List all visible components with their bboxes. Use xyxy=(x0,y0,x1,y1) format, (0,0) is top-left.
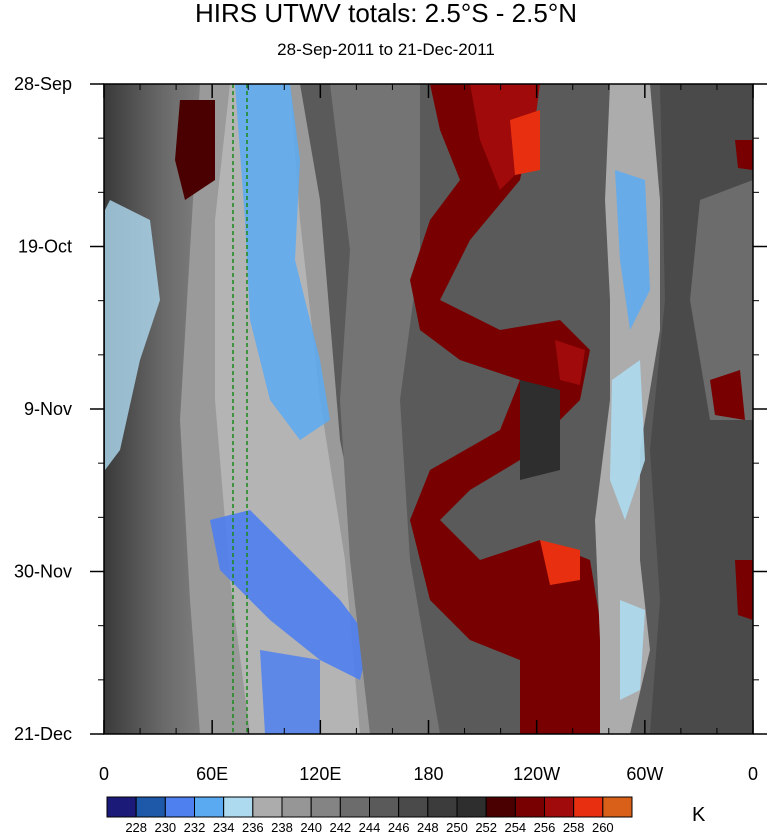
y-tick-label: 21-Dec xyxy=(14,724,72,744)
x-tick-label: 0 xyxy=(99,764,109,784)
colorbar-box xyxy=(485,796,516,818)
colorbar-box xyxy=(194,796,225,818)
contour-field xyxy=(104,84,753,734)
colorbar-box xyxy=(456,796,487,818)
colorbar-box xyxy=(339,796,371,818)
colorbar-label: 236 xyxy=(242,820,264,834)
colorbar-label: 258 xyxy=(563,820,585,834)
y-tick-label: 30-Nov xyxy=(14,562,72,582)
colorbar-label: 254 xyxy=(504,820,526,834)
colorbar-label: 248 xyxy=(417,820,439,834)
colorbar-label: 242 xyxy=(329,820,351,834)
colorbar-box xyxy=(281,796,312,818)
colorbar-label: 250 xyxy=(446,820,468,834)
colorbar-units: K xyxy=(692,804,706,826)
colorbar-label: 238 xyxy=(271,820,293,834)
x-tick-label: 0 xyxy=(748,764,758,784)
x-axis-ticks: 0 60E 120E 180 120W 60W 0 xyxy=(99,84,758,784)
colorbar-box xyxy=(369,796,400,818)
x-tick-label: 180 xyxy=(413,764,443,784)
colorbar-box xyxy=(602,796,633,818)
colorbar-label: 234 xyxy=(213,820,235,834)
x-tick-label: 120E xyxy=(299,764,341,784)
x-tick-label: 60W xyxy=(626,764,663,784)
colorbar-box xyxy=(164,796,195,818)
colorbar-label: 230 xyxy=(154,820,176,834)
colorbar-box xyxy=(135,796,166,818)
y-tick-label: 19-Oct xyxy=(18,237,72,257)
colorbar-box xyxy=(427,796,458,818)
colorbar-label: 240 xyxy=(300,820,322,834)
y-tick-label: 28-Sep xyxy=(14,74,72,94)
colorbar-label: 246 xyxy=(388,820,410,834)
colorbar-box xyxy=(514,796,545,818)
colorbar: 228 230 232 234 236 238 240 242 244 246 248 250 252 2… xyxy=(106,796,633,834)
colorbar-box xyxy=(223,796,254,818)
colorbar-box xyxy=(573,796,604,818)
x-tick-label: 60E xyxy=(196,764,228,784)
colorbar-label: 256 xyxy=(534,820,556,834)
colorbar-label: 244 xyxy=(359,820,381,834)
colorbar-box xyxy=(310,796,341,818)
colorbar-box xyxy=(544,796,575,818)
colorbar-label: 232 xyxy=(184,820,206,834)
colorbar-label: 252 xyxy=(475,820,497,834)
colorbar-box xyxy=(252,796,283,818)
y-axis-ticks: 28-Sep 19-Oct 9-Nov 30-Nov 21-Dec xyxy=(14,74,767,744)
y-tick-label: 9-Nov xyxy=(24,399,72,419)
chart-title: HIRS UTWV totals: 2.5°S - 2.5°N xyxy=(194,0,577,28)
colorbar-label: 228 xyxy=(125,820,147,834)
colorbar-box xyxy=(106,796,137,818)
x-tick-label: 120W xyxy=(513,764,560,784)
colorbar-box xyxy=(398,796,429,818)
colorbar-label: 260 xyxy=(592,820,614,834)
chart-subtitle: 28-Sep-2011 to 21-Dec-2011 xyxy=(277,40,495,59)
